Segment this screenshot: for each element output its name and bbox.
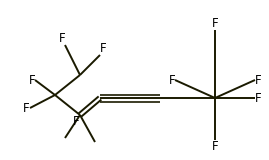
Text: F: F <box>212 17 218 30</box>
Text: F: F <box>100 42 107 55</box>
Text: F: F <box>255 92 262 104</box>
Text: F: F <box>255 73 262 87</box>
Text: F: F <box>23 101 30 115</box>
Text: F: F <box>28 73 35 87</box>
Text: F: F <box>168 73 175 87</box>
Text: F: F <box>212 140 218 153</box>
Text: F: F <box>73 115 80 128</box>
Text: F: F <box>58 32 65 45</box>
